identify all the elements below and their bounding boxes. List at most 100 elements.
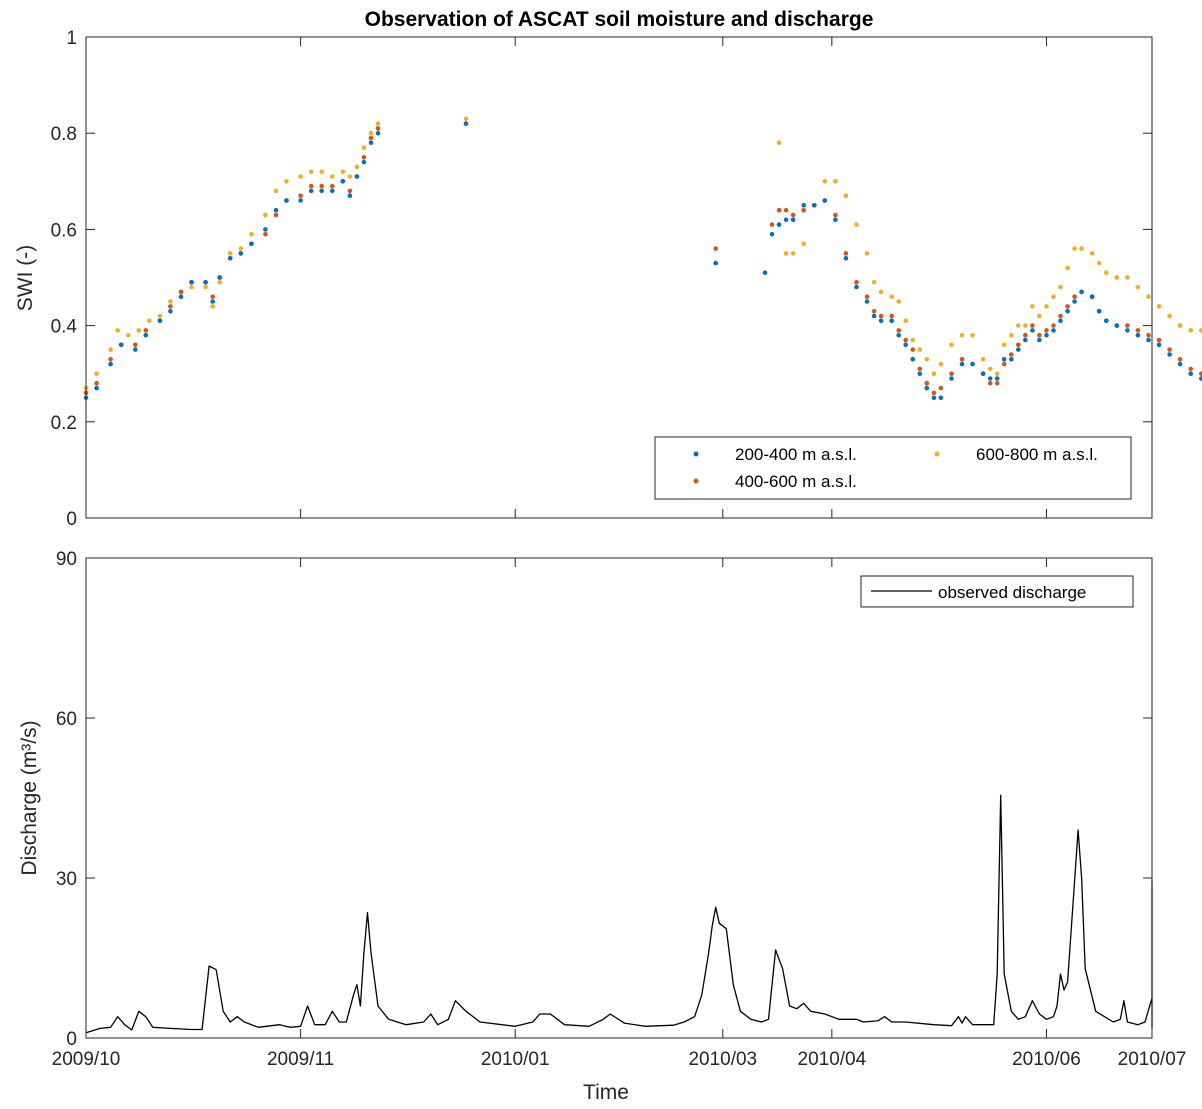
swi-point-200-400: [1156, 342, 1162, 348]
swi-point-600-800: [249, 231, 254, 237]
swi-point-600-800: [217, 280, 222, 285]
swi-point-400-600: [1065, 304, 1070, 309]
discharge-x-ticks: 2009/10 2009/11 2010/01 2010/03 2010/04 2010/…: [52, 558, 1186, 1070]
swi-point-600-800: [108, 347, 113, 352]
swi-point-400-600: [931, 390, 937, 396]
swi-point-400-600: [1023, 332, 1028, 338]
xtick-label: 2010/03: [688, 1049, 757, 1070]
swi-point-400-600: [924, 381, 930, 386]
swi-point-400-600: [871, 308, 877, 314]
swi-point-600-800: [1030, 304, 1035, 309]
swi-point-600-800: [917, 347, 923, 352]
swi-point-400-600: [949, 371, 954, 377]
swi-point-400-600: [308, 183, 314, 189]
swi-point-600-800: [284, 179, 289, 184]
swi-point-200-400: [769, 231, 775, 237]
swi-point-400-600: [889, 313, 894, 319]
swi-point-200-400: [354, 174, 360, 179]
swi-point-600-800: [801, 241, 806, 247]
swi-point-200-400: [263, 227, 268, 232]
swi-point-400-600: [903, 337, 908, 343]
swi-point-600-800: [871, 280, 877, 285]
swi-point-200-400: [1030, 328, 1035, 333]
swi-point-400-600: [878, 313, 884, 319]
swi-point-600-800: [157, 313, 163, 319]
swi-point-400-600: [833, 212, 838, 218]
swi-point-400-600: [108, 357, 113, 362]
swi-point-400-600: [959, 357, 965, 362]
swi-point-600-800: [1199, 328, 1202, 333]
swi-point-600-800: [125, 332, 131, 338]
swi-point-200-400: [227, 255, 233, 261]
swi-point-400-600: [133, 342, 138, 348]
chart-title: Observation of ASCAT soil moisture and d…: [365, 8, 874, 31]
swi-y-axis-label: SWI (-): [14, 245, 37, 311]
swi-point-200-400: [812, 203, 817, 208]
swi-point-200-400: [1167, 352, 1172, 357]
legend-label-observed-discharge: observed discharge: [938, 583, 1086, 602]
swi-point-200-400: [1072, 299, 1077, 304]
legend-marker-400-600: [693, 478, 699, 484]
swi-point-600-800: [1072, 246, 1077, 251]
swi-point-400-600: [1177, 357, 1183, 362]
swi-point-200-400: [1188, 371, 1193, 377]
xtick-label: 2010/06: [1012, 1049, 1081, 1070]
swi-point-400-600: [1156, 337, 1162, 343]
swi-point-600-800: [1114, 275, 1120, 280]
swi-point-400-600: [843, 251, 849, 256]
swi-ytick-label: 0.4: [51, 317, 78, 338]
swi-point-600-800: [1135, 284, 1141, 290]
swi-point-200-400: [249, 241, 254, 247]
swi-point-600-800: [168, 299, 173, 304]
swi-point-200-400: [994, 376, 1000, 381]
swi-point-200-400: [1114, 323, 1120, 328]
swi-point-600-800: [910, 337, 916, 343]
swi-point-400-600: [1146, 332, 1151, 338]
swi-point-600-800: [843, 193, 849, 198]
swi-point-400-600: [143, 328, 149, 333]
swi-point-600-800: [790, 251, 796, 256]
swi-point-200-400: [1104, 318, 1109, 324]
swi-point-400-600: [1051, 323, 1056, 328]
swi-point-200-400: [308, 188, 314, 194]
swi-point-200-400: [910, 357, 916, 362]
swi-point-200-400: [1079, 289, 1084, 295]
swi-point-600-800: [1177, 323, 1183, 328]
swi-point-200-400: [924, 385, 930, 391]
discharge-axes-box: [85, 557, 1153, 1039]
swi-point-200-400: [157, 318, 163, 324]
swi-ytick-label: 0.6: [51, 220, 77, 241]
swi-point-400-600: [910, 347, 916, 352]
swi-point-200-400: [1199, 376, 1202, 381]
swi-point-400-600: [1030, 323, 1035, 328]
xtick-label: 2010/04: [798, 1049, 867, 1070]
swi-point-400-600: [361, 155, 367, 160]
swi-point-400-600: [368, 135, 374, 141]
swi-point-200-400: [790, 217, 796, 223]
swi-point-200-400: [864, 299, 870, 304]
swi-point-600-800: [878, 289, 884, 295]
swi-point-200-400: [889, 318, 894, 324]
discharge-plot-area: [86, 558, 1152, 1038]
swi-point-400-600: [330, 183, 335, 189]
swi-point-400-600: [1044, 328, 1049, 333]
discharge-ytick-label: 0: [66, 1029, 77, 1050]
swi-point-600-800: [210, 304, 215, 309]
swi-point-200-400: [822, 198, 828, 203]
swi-point-600-800: [833, 179, 838, 184]
swi-point-200-400: [987, 376, 993, 381]
discharge-ytick-label: 60: [56, 709, 77, 730]
swi-ytick-label: 0.8: [51, 124, 77, 145]
swi-point-400-600: [987, 381, 993, 386]
swi-points: [83, 116, 1202, 401]
swi-point-200-400: [1023, 337, 1028, 343]
swi-point-400-600: [783, 207, 789, 213]
swi-point-600-800: [783, 251, 789, 256]
swi-point-600-800: [854, 222, 859, 227]
discharge-panel: 0 30 60 90 2009/10 2009/11 2010/01 2010/03 2010…: [18, 549, 1186, 1104]
swi-point-600-800: [375, 121, 381, 126]
swi-point-400-600: [375, 126, 381, 131]
swi-ytick-label: 0.2: [51, 413, 77, 434]
swi-point-600-800: [970, 332, 975, 338]
swi-legend-box: [654, 436, 1132, 500]
